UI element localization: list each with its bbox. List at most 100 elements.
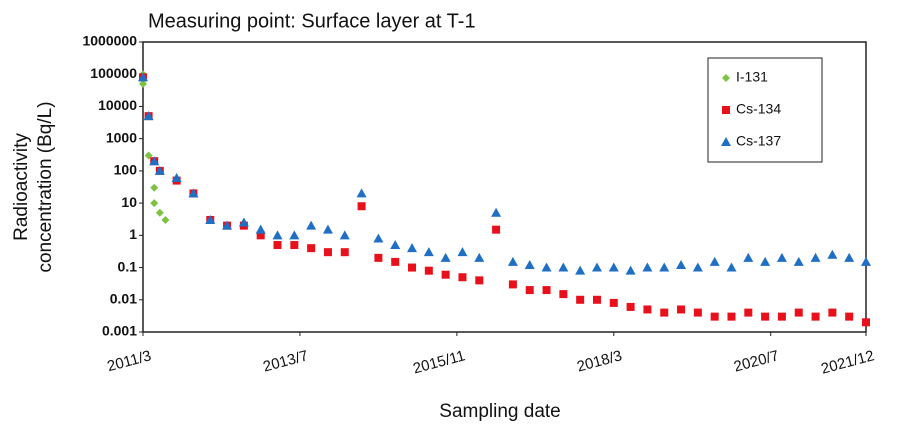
marker — [693, 308, 702, 317]
x-tick-label: 2015/11 — [411, 347, 467, 377]
marker — [339, 230, 350, 240]
y-tick-label: 100 — [114, 162, 138, 178]
marker — [423, 247, 434, 257]
y-tick-label: 1000000 — [82, 33, 137, 49]
marker — [575, 265, 586, 275]
marker — [150, 183, 159, 192]
y-axis-label: Radioactivity — [11, 133, 32, 241]
marker — [238, 217, 249, 227]
marker — [458, 273, 467, 282]
marker — [794, 308, 803, 317]
marker — [811, 312, 820, 321]
marker — [776, 252, 787, 262]
marker — [642, 262, 653, 272]
marker — [155, 208, 164, 217]
marker — [828, 308, 837, 317]
marker — [743, 252, 754, 262]
marker — [541, 262, 552, 272]
marker — [559, 290, 568, 299]
marker — [424, 266, 433, 275]
marker — [710, 312, 719, 321]
marker — [408, 263, 417, 272]
marker — [692, 262, 703, 272]
marker — [727, 312, 736, 321]
marker — [149, 156, 160, 166]
x-tick-label: 2018/3 — [575, 347, 624, 375]
points — [138, 70, 871, 327]
y-tick-label: 0.1 — [118, 258, 138, 274]
marker — [761, 312, 770, 321]
marker — [726, 262, 737, 272]
marker — [558, 262, 569, 272]
y-axis-label: concentration (Bq/L) — [35, 101, 56, 272]
marker — [340, 248, 349, 257]
marker — [525, 286, 534, 295]
marker — [609, 298, 618, 307]
marker — [306, 220, 317, 230]
plot-frame — [142, 41, 867, 333]
marker — [322, 224, 333, 234]
marker — [440, 252, 451, 262]
marker — [273, 241, 282, 250]
marker — [154, 165, 165, 175]
y-tick-label: 1000 — [106, 129, 137, 145]
marker — [608, 262, 619, 272]
chart-title: Measuring point: Surface layer at T-1 — [148, 10, 476, 32]
x-tick-label: 2020/7 — [732, 347, 781, 375]
y-tick-label: 0.001 — [102, 323, 137, 339]
marker — [677, 305, 686, 314]
y-tick-label: 10000 — [98, 97, 137, 113]
legend-label: Cs-137 — [736, 133, 781, 149]
marker — [626, 302, 635, 311]
marker — [709, 256, 720, 266]
y-tick-label: 10 — [121, 194, 137, 210]
marker — [390, 240, 401, 250]
marker — [508, 280, 517, 289]
marker — [659, 262, 670, 272]
marker — [171, 173, 182, 183]
x-tick-label: 2021/12 — [819, 347, 876, 377]
marker — [407, 243, 418, 253]
legend-label: I-131 — [736, 69, 768, 85]
x-tick-label: 2013/7 — [261, 347, 310, 375]
marker — [256, 231, 265, 240]
y-tick-label: 1 — [129, 226, 137, 242]
marker — [507, 256, 518, 266]
legend-marker — [721, 137, 731, 146]
marker — [862, 318, 870, 327]
marker — [150, 199, 159, 208]
marker — [441, 270, 450, 279]
marker — [307, 244, 316, 253]
marker — [660, 308, 669, 317]
marker — [475, 276, 484, 285]
marker — [161, 215, 170, 224]
marker — [205, 214, 216, 224]
marker — [391, 257, 400, 266]
marker — [676, 260, 687, 270]
marker — [744, 308, 753, 317]
marker — [255, 224, 266, 234]
marker — [777, 312, 786, 321]
x-axis-label: Sampling date — [439, 401, 560, 422]
marker — [290, 241, 299, 250]
marker — [524, 260, 535, 270]
marker — [323, 248, 332, 257]
marker — [188, 188, 199, 198]
marker — [491, 207, 502, 217]
legend-marker — [722, 74, 730, 82]
marker — [844, 252, 855, 262]
marker — [592, 295, 601, 304]
marker — [143, 111, 154, 121]
y-tick-label: 0.01 — [110, 290, 137, 306]
marker — [357, 202, 366, 211]
marker — [474, 252, 485, 262]
marker — [374, 253, 383, 262]
marker — [139, 79, 147, 88]
marker — [643, 305, 652, 314]
x-tick-label: 2011/3 — [105, 347, 153, 375]
marker — [373, 233, 384, 243]
marker — [760, 256, 771, 266]
marker — [289, 230, 300, 240]
marker — [272, 230, 283, 240]
marker — [457, 247, 468, 257]
